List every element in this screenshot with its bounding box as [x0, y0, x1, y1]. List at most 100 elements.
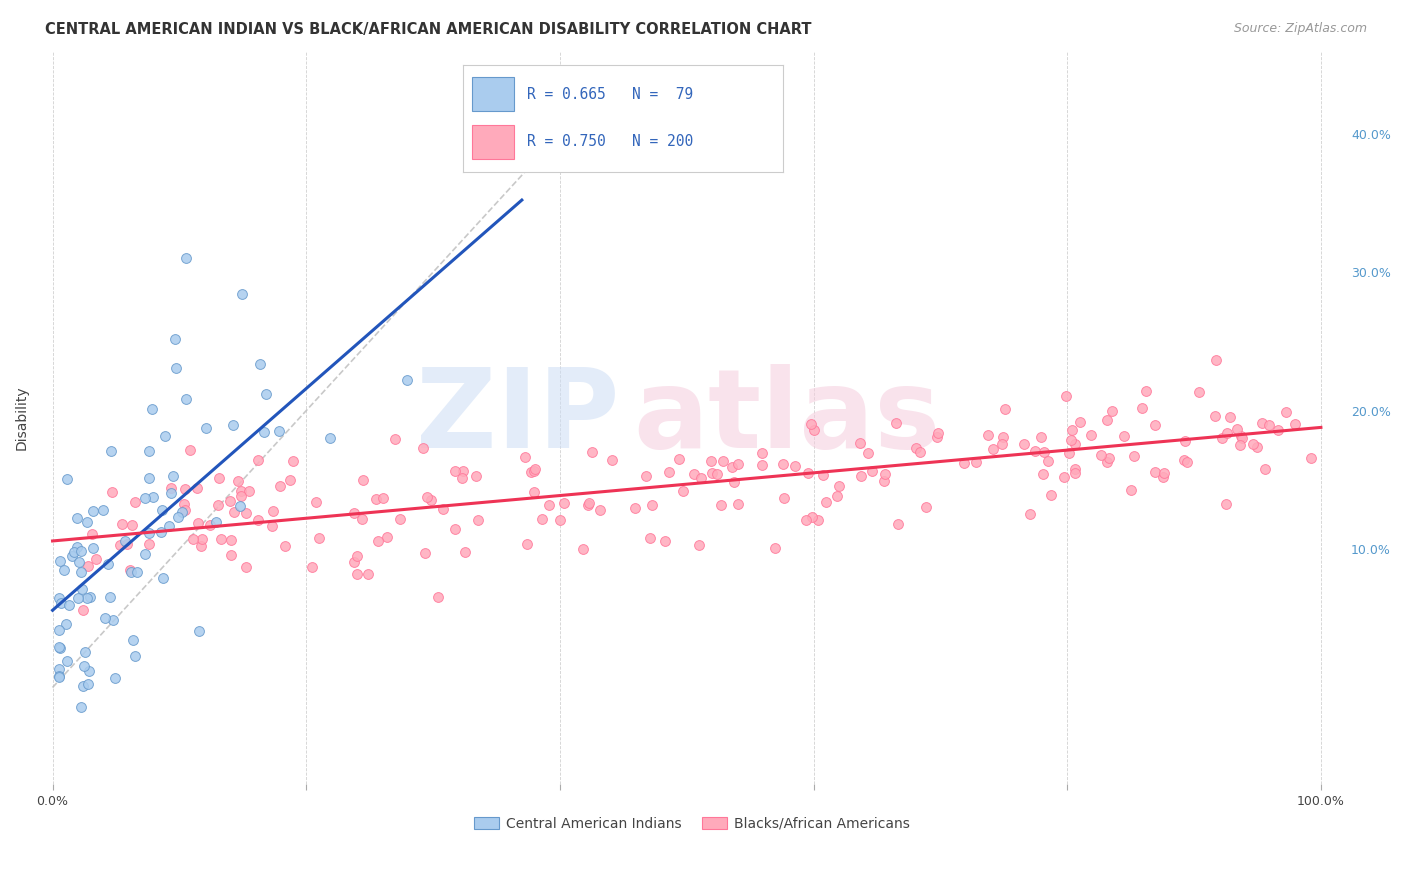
Point — [176, 392, 198, 406]
Point — [56, 472, 79, 486]
Point — [48, 640, 70, 655]
Point — [191, 532, 214, 546]
Point — [150, 503, 173, 517]
Point — [127, 566, 149, 580]
Point — [905, 441, 928, 455]
Point — [1033, 445, 1056, 459]
Point — [825, 490, 848, 504]
Point — [1123, 449, 1146, 463]
Point — [1064, 466, 1087, 480]
Point — [873, 467, 896, 481]
Point — [700, 466, 723, 480]
Point — [1188, 385, 1211, 400]
Text: atlas: atlas — [633, 364, 941, 471]
Point — [1024, 443, 1046, 458]
Point — [301, 559, 323, 574]
Point — [66, 510, 89, 524]
Point — [977, 428, 1000, 442]
Point — [727, 498, 749, 512]
Point — [851, 468, 873, 483]
Point — [200, 518, 222, 533]
Point — [516, 537, 538, 551]
Point — [247, 452, 270, 467]
Point — [120, 563, 142, 577]
Point — [58, 599, 80, 613]
Point — [453, 545, 475, 559]
Point — [134, 491, 156, 505]
Point — [524, 462, 547, 476]
Point — [530, 511, 553, 525]
Point — [157, 518, 180, 533]
Text: CENTRAL AMERICAN INDIAN VS BLACK/AFRICAN AMERICAN DISABILITY CORRELATION CHART: CENTRAL AMERICAN INDIAN VS BLACK/AFRICAN… — [45, 22, 811, 37]
Point — [70, 582, 93, 596]
Point — [249, 357, 271, 371]
Point — [176, 252, 198, 266]
Point — [1226, 422, 1249, 436]
Point — [209, 532, 232, 546]
Point — [49, 640, 72, 655]
Point — [76, 515, 98, 529]
Point — [70, 544, 93, 558]
Point — [668, 451, 690, 466]
Point — [138, 536, 160, 550]
Point — [727, 458, 749, 472]
Point — [204, 515, 226, 529]
Point — [772, 457, 794, 471]
Point — [1267, 424, 1289, 438]
Point — [884, 417, 907, 431]
Point — [1250, 416, 1272, 430]
Point — [600, 452, 623, 467]
Point — [160, 486, 183, 500]
Point — [807, 513, 830, 527]
Point — [1205, 353, 1227, 368]
Point — [783, 459, 806, 474]
Point — [187, 516, 209, 530]
Point — [1064, 437, 1087, 451]
Point — [142, 491, 165, 505]
Point — [523, 464, 546, 478]
Point — [76, 676, 98, 690]
Point — [104, 671, 127, 685]
Point — [444, 522, 467, 536]
Point — [138, 444, 160, 458]
Point — [186, 482, 208, 496]
Point — [388, 512, 411, 526]
Text: Source: ZipAtlas.com: Source: ZipAtlas.com — [1233, 22, 1367, 36]
Point — [114, 533, 136, 548]
Point — [572, 541, 595, 556]
Point — [231, 287, 253, 301]
Point — [683, 467, 706, 482]
Point — [55, 617, 77, 632]
Point — [53, 563, 76, 577]
Point — [706, 467, 728, 482]
Point — [108, 538, 131, 552]
Point — [1095, 413, 1118, 427]
Point — [66, 591, 89, 605]
Point — [1230, 431, 1253, 445]
Point — [235, 560, 257, 574]
Point — [269, 424, 291, 438]
Point — [1219, 410, 1241, 425]
Point — [62, 545, 84, 559]
Point — [720, 460, 742, 475]
Point — [69, 700, 91, 714]
Point — [1241, 437, 1264, 451]
Point — [138, 471, 160, 485]
Point — [815, 495, 838, 509]
Point — [170, 505, 193, 519]
Point — [1039, 488, 1062, 502]
Point — [849, 436, 872, 450]
Point — [60, 549, 83, 563]
Point — [226, 474, 249, 488]
Point — [553, 496, 575, 510]
Point — [1152, 470, 1174, 484]
Point — [1143, 466, 1166, 480]
Point — [1062, 423, 1084, 437]
Y-axis label: Disability: Disability — [15, 385, 30, 450]
Point — [160, 481, 183, 495]
Point — [100, 444, 122, 458]
Point — [1119, 483, 1142, 497]
Point — [1019, 508, 1042, 522]
Text: ZIP: ZIP — [416, 364, 620, 471]
Point — [711, 454, 734, 468]
